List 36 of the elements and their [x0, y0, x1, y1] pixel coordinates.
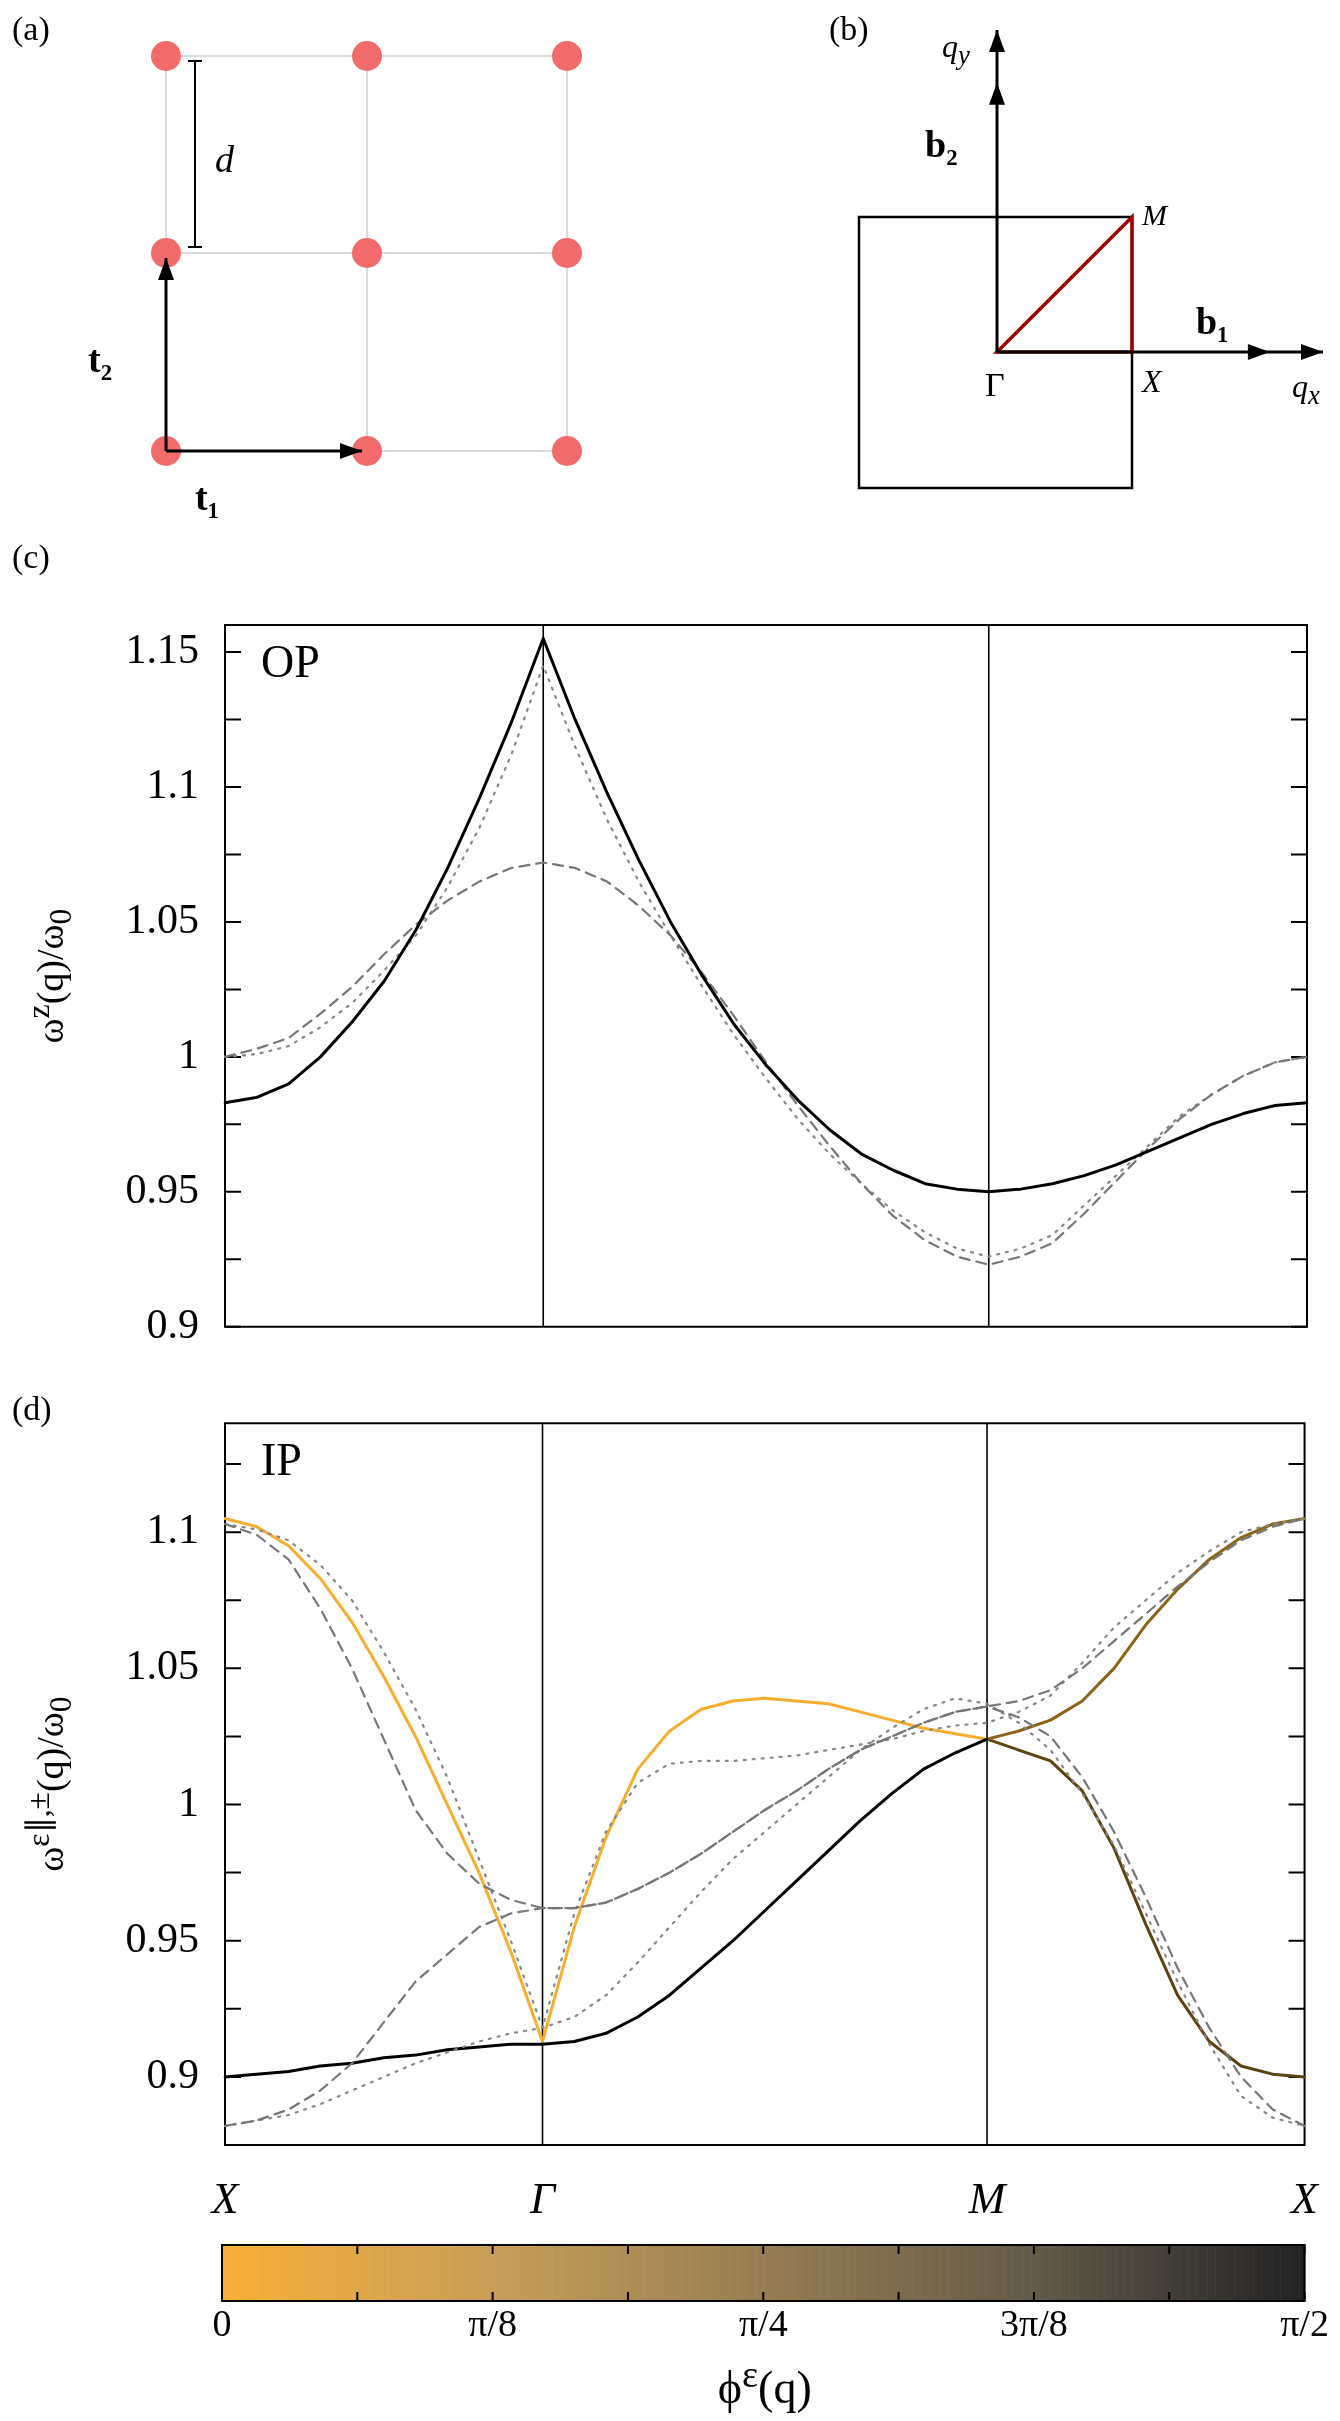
y-tick-label: 1.05: [125, 895, 199, 942]
color-bar-label: π/8: [468, 2301, 518, 2344]
text: q$_{x}$: [1292, 368, 1320, 411]
text: (b): [829, 10, 869, 47]
text: Γ: [985, 366, 1005, 403]
text: M: [1142, 198, 1167, 231]
chart-title: (d): [12, 1390, 52, 1427]
y-tick-label: 1.05: [125, 1642, 199, 1689]
text: b₁: [1196, 300, 1229, 342]
y-tick-label: 0.9: [146, 1300, 199, 1347]
y-tick-label: 1.15: [125, 626, 199, 673]
color-bar-label: π/2: [1280, 2301, 1329, 2344]
y-tick-label: 1.1: [146, 1506, 199, 1553]
color-bar-label: 3π/8: [1000, 2301, 1068, 2344]
x-tick-label: Γ: [529, 2173, 557, 2223]
y-tick-label: 1: [178, 1778, 199, 1825]
text: t₁: [195, 476, 220, 518]
annotation: IP: [261, 1434, 302, 1486]
color-bar-label: 0: [212, 2301, 232, 2344]
y-tick-label: 0.9: [146, 2050, 199, 2097]
text: q$_{y}$: [942, 28, 970, 71]
text: b₂: [925, 123, 958, 165]
chart-title: (c): [12, 538, 50, 575]
text: t₂: [88, 338, 113, 380]
x-tick-label: X: [209, 2173, 241, 2223]
y-tick-label: 0.95: [125, 1914, 199, 1961]
y-tick-label: 0.95: [125, 1165, 199, 1212]
color-bar-title: ϕ$^{ε}$(q): [717, 2353, 812, 2414]
text: (a): [12, 10, 50, 47]
color-bar-label: π/4: [738, 2301, 788, 2344]
x-tick-label: M: [967, 2173, 1008, 2223]
annotation: OP: [261, 636, 320, 687]
y-tick-label: 1: [178, 1030, 199, 1077]
y-tick-label: 1.1: [146, 760, 199, 807]
text: X: [1142, 363, 1162, 399]
x-tick-label: X: [1289, 2173, 1321, 2223]
